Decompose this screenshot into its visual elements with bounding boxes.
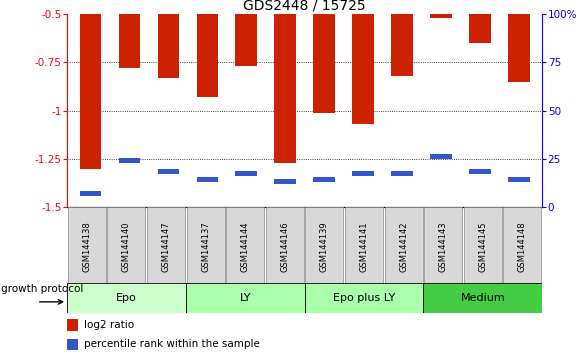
Text: percentile rank within the sample: percentile rank within the sample: [84, 339, 260, 349]
Text: GSM144145: GSM144145: [478, 221, 487, 272]
Bar: [352, 171, 374, 176]
Bar: [68, 207, 106, 283]
Bar: [430, 154, 452, 159]
Bar: [107, 207, 145, 283]
Text: GSM144143: GSM144143: [438, 221, 448, 272]
Text: log2 ratio: log2 ratio: [84, 320, 134, 330]
Bar: [464, 207, 502, 283]
Bar: [345, 207, 383, 283]
Bar: [352, 14, 374, 124]
Text: GSM144147: GSM144147: [161, 221, 171, 272]
Bar: [305, 207, 343, 283]
Bar: [391, 14, 413, 76]
Bar: [304, 283, 423, 313]
Bar: [196, 177, 218, 182]
Bar: [80, 14, 101, 169]
Text: GSM144144: GSM144144: [241, 221, 250, 272]
Bar: [508, 14, 529, 82]
Bar: [508, 177, 529, 182]
Text: GSM144142: GSM144142: [399, 221, 408, 272]
Text: Epo: Epo: [116, 293, 137, 303]
Bar: [266, 207, 304, 283]
Bar: [314, 177, 335, 182]
Text: GSM144148: GSM144148: [518, 221, 527, 272]
Bar: [236, 171, 257, 176]
Bar: [469, 14, 490, 43]
Bar: [314, 14, 335, 113]
Bar: [187, 207, 224, 283]
Text: Medium: Medium: [461, 293, 505, 303]
Bar: [423, 283, 542, 313]
Text: GSM144138: GSM144138: [82, 221, 92, 272]
Title: GDS2448 / 15725: GDS2448 / 15725: [243, 0, 366, 13]
Text: GSM144141: GSM144141: [360, 221, 368, 272]
Bar: [469, 170, 490, 174]
Bar: [424, 207, 462, 283]
Bar: [67, 338, 79, 350]
Text: Epo plus LY: Epo plus LY: [333, 293, 395, 303]
Text: GSM144139: GSM144139: [320, 221, 329, 272]
Text: growth protocol: growth protocol: [1, 284, 83, 294]
Bar: [275, 14, 296, 163]
Text: GSM144140: GSM144140: [122, 221, 131, 272]
Bar: [67, 319, 79, 331]
Bar: [391, 171, 413, 176]
Bar: [236, 14, 257, 66]
Bar: [430, 14, 452, 18]
Bar: [157, 14, 179, 78]
Text: GSM144137: GSM144137: [201, 221, 210, 272]
Bar: [196, 14, 218, 97]
Bar: [226, 207, 264, 283]
Bar: [67, 283, 186, 313]
Bar: [275, 179, 296, 184]
Bar: [119, 158, 140, 163]
Bar: [147, 207, 185, 283]
Bar: [385, 207, 423, 283]
Bar: [80, 191, 101, 195]
Bar: [157, 170, 179, 174]
Bar: [186, 283, 304, 313]
Bar: [503, 207, 542, 283]
Text: LY: LY: [240, 293, 251, 303]
Text: GSM144146: GSM144146: [280, 221, 289, 272]
Bar: [119, 14, 140, 68]
